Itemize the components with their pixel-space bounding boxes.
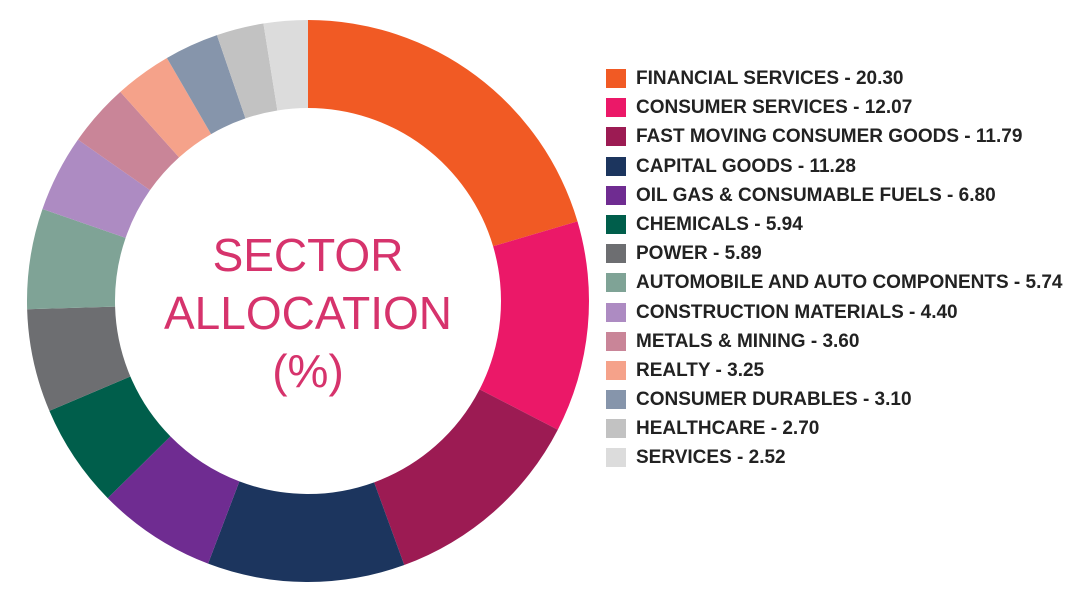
legend-swatch [606,390,626,410]
legend-swatch [606,302,626,322]
legend-label: METALS & MINING - 3.60 [636,330,860,352]
legend-label: CONSUMER SERVICES - 12.07 [636,97,913,119]
slice-10 [120,57,212,158]
legend-label: HEALTHCARE - 2.70 [636,418,820,440]
legend-item: CONSUMER SERVICES - 12.07 [606,97,1066,120]
legend-item: HEALTHCARE - 2.70 [606,418,1066,441]
slice-9 [77,91,180,191]
chart-title-line-2: ALLOCATION [164,287,452,339]
donut-slices [27,20,589,582]
legend-swatch [606,419,626,439]
legend-swatch [606,185,626,205]
legend-swatch [606,331,626,351]
legend-swatch [606,214,626,234]
legend-label: CONSTRUCTION MATERIALS - 4.40 [636,301,958,323]
chart-title-line-3: (%) [272,345,344,397]
legend-item: CHEMICALS - 5.94 [606,214,1066,237]
slice-8 [42,139,150,238]
legend-item: METALS & MINING - 3.60 [606,331,1066,354]
legend-swatch [606,273,626,293]
legend-label: FAST MOVING CONSUMER GOODS - 11.79 [636,126,1023,148]
legend-item: AUTOMOBILE AND AUTO COMPONENTS - 5.74 [606,272,1066,295]
legend-item: FINANCIAL SERVICES - 20.30 [606,68,1066,91]
legend-item: REALTY - 3.25 [606,360,1066,383]
legend-swatch [606,69,626,88]
legend-label: CONSUMER DURABLES - 3.10 [636,389,912,411]
legend-label: CHEMICALS - 5.94 [636,213,803,235]
legend-label: REALTY - 3.25 [636,359,765,381]
legend-item: FAST MOVING CONSUMER GOODS - 11.79 [606,126,1066,149]
chart-title: SECTOR ALLOCATION (%) [113,226,503,400]
slice-11 [166,35,246,135]
chart-title-line-1: SECTOR [212,229,404,281]
legend-swatch [606,360,626,380]
legend: FINANCIAL SERVICES - 20.30 CONSUMER SERVI… [606,68,1066,477]
legend-item: CONSTRUCTION MATERIALS - 4.40 [606,302,1066,325]
legend-swatch [606,448,626,468]
legend-swatch [606,244,626,264]
slice-7 [27,209,126,310]
legend-swatch [606,98,626,118]
slice-3 [208,481,405,582]
legend-label: FINANCIAL SERVICES - 20.30 [636,68,904,89]
legend-label: SERVICES - 2.52 [636,447,786,469]
slice-13 [263,20,308,111]
legend-swatch [606,127,626,147]
legend-label: OIL GAS & CONSUMABLE FUELS - 6.80 [636,184,996,206]
legend-item: SERVICES - 2.52 [606,447,1066,470]
legend-item: POWER - 5.89 [606,243,1066,266]
slice-12 [216,23,278,119]
legend-item: CONSUMER DURABLES - 3.10 [606,389,1066,412]
legend-item: CAPITAL GOODS - 11.28 [606,156,1066,179]
slice-4 [107,436,240,564]
legend-swatch [606,156,626,176]
slice-2 [374,389,558,565]
legend-item: OIL GAS & CONSUMABLE FUELS - 6.80 [606,185,1066,208]
slice-0 [308,20,578,247]
slice-1 [479,221,589,430]
slice-6 [27,306,131,411]
slice-5 [49,376,171,499]
donut-chart [27,20,589,582]
legend-label: CAPITAL GOODS - 11.28 [636,155,856,177]
legend-label: POWER - 5.89 [636,243,762,265]
legend-label: AUTOMOBILE AND AUTO COMPONENTS - 5.74 [636,272,1063,294]
